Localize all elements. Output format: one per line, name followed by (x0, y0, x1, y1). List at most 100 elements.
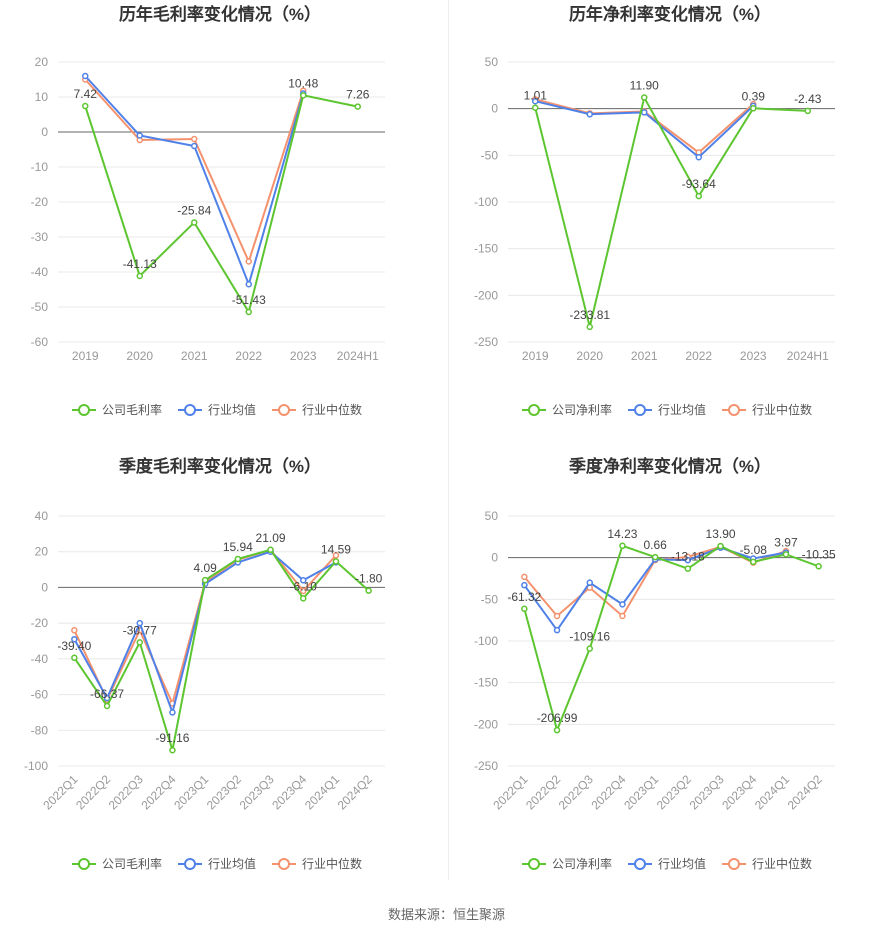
legend-label: 行业均值 (658, 856, 706, 871)
x-tick-label: 2022Q3 (556, 772, 596, 812)
x-tick-label: 2023Q3 (687, 772, 727, 812)
y-tick-label: 20 (35, 545, 49, 559)
x-tick-label: 2022Q1 (490, 772, 530, 812)
legend-swatch-marker (78, 858, 90, 870)
panel-divider (448, 0, 449, 880)
data-point (136, 619, 143, 627)
y-tick-label: -60 (31, 335, 49, 349)
data-point (586, 111, 593, 118)
data-point (619, 601, 626, 608)
data-point (553, 726, 561, 734)
y-tick-label: -20 (31, 195, 49, 209)
data-point (586, 645, 593, 652)
x-tick-label: 2024H1 (337, 349, 379, 363)
legend-swatch-marker (184, 858, 196, 870)
data-point (136, 132, 143, 139)
x-tick-label: 2024H1 (787, 349, 829, 363)
y-tick-label: -50 (481, 148, 499, 162)
data-point (300, 595, 307, 602)
data-label: -2.43 (794, 92, 822, 106)
data-label: -30.77 (123, 623, 157, 637)
x-tick-label: 2023 (740, 349, 767, 363)
x-tick-label: 2022Q3 (106, 772, 146, 812)
data-label: -61.32 (507, 590, 541, 604)
x-tick-label: 2024Q1 (752, 772, 792, 812)
x-tick-label: 2023 (290, 349, 317, 363)
data-point (201, 576, 209, 584)
data-label: -41.13 (123, 257, 157, 271)
y-tick-label: -80 (31, 723, 49, 737)
data-point (532, 97, 539, 105)
y-tick-label: -100 (24, 759, 48, 773)
x-tick-label: 2022Q4 (588, 772, 628, 812)
data-point (695, 192, 702, 200)
x-tick-label: 2019 (72, 349, 99, 363)
data-point (815, 563, 822, 570)
legend-label: 公司净利率 (552, 856, 612, 871)
y-tick-label: 50 (485, 509, 499, 523)
legend-label: 公司毛利率 (102, 402, 162, 417)
chart-panel-quarterly-net-margin: 季度净利率变化情况（%） 50 0 -50 -100 -150 -200 -250 2022Q1… (450, 452, 890, 892)
chart-panel-quarterly-gross-margin: 季度毛利率变化情况（%） 40 20 0 -20 -40 -60 -80 -100 2022Q1 2… (0, 452, 440, 892)
legend-swatch-marker (728, 858, 740, 870)
data-point (804, 107, 811, 115)
data-label: -109.16 (569, 630, 610, 644)
legend-label: 公司净利率 (552, 402, 612, 417)
y-tick-label: -40 (31, 652, 49, 666)
chart-panel-annual-gross-margin: 历年毛利率变化情况（%） 20 10 0 -10 -20 -30 -40 -50 -60 2019 2… (0, 0, 440, 440)
legend-label: 行业均值 (658, 402, 706, 417)
series-line (523, 544, 819, 734)
chart-panel-annual-net-margin: 历年净利率变化情况（%） 50 0 -50 -100 -150 -200 -250 2019 20… (450, 0, 890, 440)
data-point (103, 702, 111, 710)
data-point (553, 612, 561, 620)
data-point (365, 587, 372, 594)
data-label: -206.99 (537, 711, 578, 725)
data-point (71, 627, 78, 634)
data-label: 11.90 (630, 79, 659, 93)
data-point (136, 272, 143, 280)
y-tick-label: -250 (474, 759, 498, 773)
x-tick-label: 2022Q2 (523, 772, 563, 812)
data-point (586, 579, 593, 586)
chart-svg: 季度毛利率变化情况（%）40200-20-40-60-80-1002022Q12… (24, 456, 385, 871)
series-line (535, 98, 754, 154)
data-point (169, 709, 176, 716)
data-label: 1.01 (524, 89, 548, 103)
data-label: 7.42 (74, 87, 98, 101)
x-tick-label: 2019 (522, 349, 549, 363)
data-label: -6.10 (290, 579, 318, 593)
x-tick-label: 2024Q1 (302, 772, 342, 812)
data-point (300, 587, 307, 595)
data-point (532, 104, 539, 111)
data-label: -13.18 (671, 550, 705, 564)
data-label: 0.66 (643, 538, 667, 552)
legend-swatch-marker (278, 858, 290, 870)
y-tick-label: 0 (41, 125, 48, 139)
data-point (586, 323, 593, 331)
x-tick-label: 2022 (685, 349, 712, 363)
y-tick-label: -60 (31, 688, 49, 702)
y-tick-label: -200 (474, 288, 498, 302)
legend-label: 公司毛利率 (102, 856, 162, 871)
data-point (191, 135, 198, 143)
series-line (534, 94, 808, 328)
data-point (782, 551, 790, 558)
data-label: 7.26 (346, 88, 370, 102)
legend-swatch-marker (184, 404, 196, 416)
series-line (84, 78, 305, 265)
y-tick-label: -100 (474, 634, 498, 648)
legend-swatch-marker (528, 858, 540, 870)
data-point (641, 109, 648, 116)
data-point (71, 635, 78, 643)
legend-swatch-marker (728, 404, 740, 416)
x-tick-label: 2022 (235, 349, 262, 363)
data-point (332, 558, 340, 565)
legend-swatch-marker (78, 404, 90, 416)
x-tick-label: 2023Q1 (171, 772, 211, 812)
data-point (82, 72, 89, 80)
data-point (332, 552, 340, 559)
data-label: -93.64 (682, 177, 716, 191)
data-point (619, 542, 626, 550)
data-label: 10.48 (288, 76, 318, 90)
chart-title: 季度净利率变化情况（%） (569, 456, 771, 476)
